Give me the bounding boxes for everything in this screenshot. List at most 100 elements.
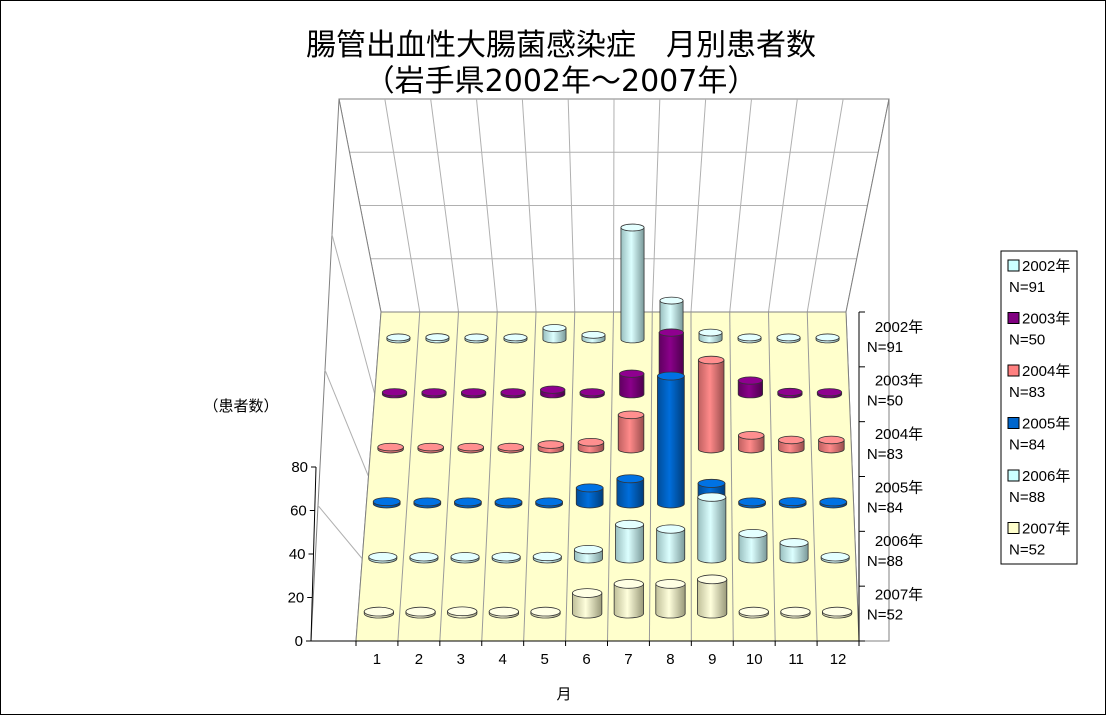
cylinder-top: [738, 431, 765, 440]
cylinder-top: [819, 497, 848, 507]
cylinder-bar: [573, 544, 603, 564]
cylinder-top: [779, 538, 809, 548]
cylinder-bar: [657, 371, 685, 509]
cylinder-bar: [575, 483, 604, 509]
cylinder-top: [581, 330, 606, 339]
cylinder-top: [737, 376, 763, 385]
cylinder-top: [572, 588, 603, 598]
cylinder-top: [464, 333, 489, 342]
legend-swatch: [1007, 417, 1020, 429]
cylinder-bar: [363, 606, 394, 619]
cylinder-body: [615, 524, 645, 564]
cylinder-top: [386, 333, 411, 342]
cylinder-top: [450, 552, 480, 562]
cylinder-top: [413, 497, 442, 507]
y-axis-label: （患者数）: [203, 397, 278, 415]
legend-swatch: [1007, 312, 1020, 324]
cylinder-body: [572, 592, 603, 619]
cylinder-bar: [464, 333, 489, 344]
x-tick-label: 7: [624, 651, 632, 668]
cylinder-top: [542, 324, 567, 332]
cylinder-top: [697, 355, 725, 365]
legend-n: N=52: [1009, 542, 1045, 559]
series-row-label: 2003年: [875, 373, 923, 390]
cylinder-bar: [656, 524, 686, 564]
cylinder-bar: [425, 333, 450, 344]
floor-gridline: [565, 311, 576, 642]
cylinder-body: [697, 496, 727, 564]
cylinder-top: [500, 388, 526, 397]
y-tick-label: 60: [290, 503, 307, 520]
cylinder-top: [655, 579, 686, 589]
cylinder-bar: [542, 324, 567, 344]
cylinder-bar: [617, 410, 645, 454]
cylinder-body: [737, 380, 763, 399]
floor-gridline: [768, 311, 776, 642]
cylinder-top: [658, 328, 684, 337]
cylinder-bar: [738, 431, 765, 454]
cylinder-top: [503, 333, 528, 342]
floor-gridline: [806, 311, 818, 642]
floor-gridline: [607, 311, 614, 642]
cylinder-bar: [540, 385, 566, 399]
cylinder-bar: [616, 474, 645, 509]
cylinder-top: [697, 492, 727, 502]
cylinder-top: [421, 388, 447, 397]
cylinder-bar: [697, 355, 725, 454]
cylinder-body: [657, 375, 685, 509]
cylinder-body: [697, 359, 725, 454]
cylinder-bar: [738, 529, 768, 564]
cylinder-body: [620, 227, 645, 344]
cylinder-bar: [579, 388, 605, 399]
cylinder-top: [737, 333, 762, 342]
cylinder-bar: [778, 435, 805, 454]
cylinder-top: [488, 606, 519, 617]
cylinder-top: [535, 497, 563, 507]
cylinder-top: [697, 478, 726, 488]
x-tick-label: 3: [457, 651, 465, 668]
cylinder-top: [494, 497, 523, 507]
cylinder-bar: [532, 551, 562, 564]
cylinder-top: [738, 606, 769, 617]
cylinder-top: [537, 440, 565, 449]
y-tick-label: 80: [291, 459, 308, 476]
cylinder-bar: [450, 552, 480, 564]
cylinder-bar: [491, 552, 521, 564]
series-row-labels: 2002年 N=91 2003年 N=50 2004年 N=83 2005年 N=84 2006…: [867, 319, 923, 624]
series-row-label: 2007年: [875, 587, 923, 604]
axes: [310, 311, 865, 646]
cylinder-top: [815, 333, 840, 342]
cylinder-bar: [497, 442, 525, 454]
legend-swatch: [1007, 364, 1020, 377]
legend-n: N=84: [1009, 437, 1045, 454]
cylinder-top: [777, 387, 803, 397]
cylinder-bar: [409, 552, 439, 564]
cylinder-top: [738, 497, 766, 507]
cylinder-body: [616, 478, 645, 509]
cylinder-bar: [457, 442, 484, 454]
cylinder-body: [655, 583, 686, 619]
cylinder-bar: [698, 328, 723, 344]
cylinder-top: [405, 606, 436, 617]
y-tick-label: 20: [288, 590, 305, 607]
floor-gridline: [397, 311, 421, 642]
cylinder-bar: [613, 579, 644, 619]
legend-label: 2006年: [1022, 468, 1070, 485]
cylinder-top: [491, 552, 521, 562]
cylinder-top: [575, 483, 604, 493]
cylinder-bar: [386, 333, 411, 344]
cylinder-bar: [737, 376, 763, 399]
cylinder-top: [577, 437, 605, 447]
x-tick-label: 10: [746, 651, 763, 668]
series-row-n: N=91: [867, 339, 903, 356]
cylinder-body: [656, 528, 686, 564]
series-row-n: N=83: [867, 446, 903, 463]
x-tick-labels: 1 2 3 4 5 6 7 8 9 10 11 12: [373, 651, 847, 668]
chart-title-line-1: 腸管出血性大腸菌感染症 月別患者数: [306, 28, 816, 63]
cylinder-top: [616, 474, 645, 484]
cylinder-top: [613, 579, 644, 589]
cylinder-top: [615, 519, 645, 530]
cylinder-top: [617, 410, 645, 420]
floor-gridline: [648, 311, 653, 642]
cylinder-bar: [488, 606, 519, 619]
